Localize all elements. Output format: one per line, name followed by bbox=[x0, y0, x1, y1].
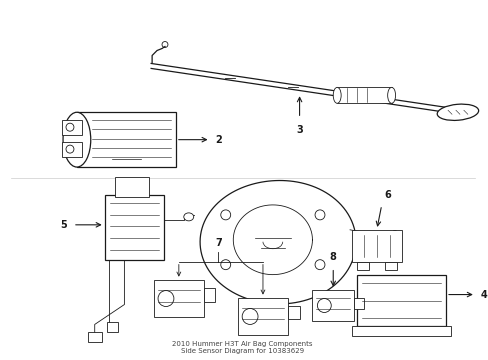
Bar bbox=[384, 262, 396, 270]
Ellipse shape bbox=[63, 112, 91, 167]
Bar bbox=[154, 280, 203, 318]
Text: 8: 8 bbox=[329, 252, 336, 262]
Bar bbox=[356, 275, 445, 327]
Bar bbox=[114, 177, 149, 197]
Bar bbox=[356, 262, 368, 270]
Bar bbox=[337, 87, 391, 103]
Bar bbox=[351, 230, 401, 262]
Bar bbox=[203, 288, 215, 302]
Bar bbox=[287, 306, 299, 319]
Bar bbox=[62, 142, 81, 157]
Text: Side Sensor Diagram for 10383629: Side Sensor Diagram for 10383629 bbox=[180, 348, 303, 354]
Bar bbox=[106, 323, 118, 332]
Text: 5: 5 bbox=[60, 220, 67, 230]
Bar bbox=[88, 332, 102, 342]
Bar bbox=[77, 112, 176, 167]
Bar bbox=[238, 298, 287, 336]
Ellipse shape bbox=[183, 213, 193, 221]
Text: 2010 Hummer H3T Air Bag Components: 2010 Hummer H3T Air Bag Components bbox=[172, 341, 312, 347]
Bar bbox=[353, 298, 363, 310]
Text: 7: 7 bbox=[215, 238, 222, 248]
Ellipse shape bbox=[332, 87, 341, 103]
Text: 2: 2 bbox=[215, 135, 222, 145]
Text: 3: 3 bbox=[296, 125, 303, 135]
Bar bbox=[104, 195, 163, 260]
Bar bbox=[351, 327, 450, 336]
Bar bbox=[312, 289, 353, 321]
Text: 1: 1 bbox=[391, 230, 398, 240]
Text: 6: 6 bbox=[384, 190, 391, 200]
Ellipse shape bbox=[387, 87, 395, 103]
Ellipse shape bbox=[355, 234, 363, 240]
Bar bbox=[62, 120, 81, 135]
Ellipse shape bbox=[436, 104, 478, 120]
Text: 4: 4 bbox=[480, 289, 487, 300]
